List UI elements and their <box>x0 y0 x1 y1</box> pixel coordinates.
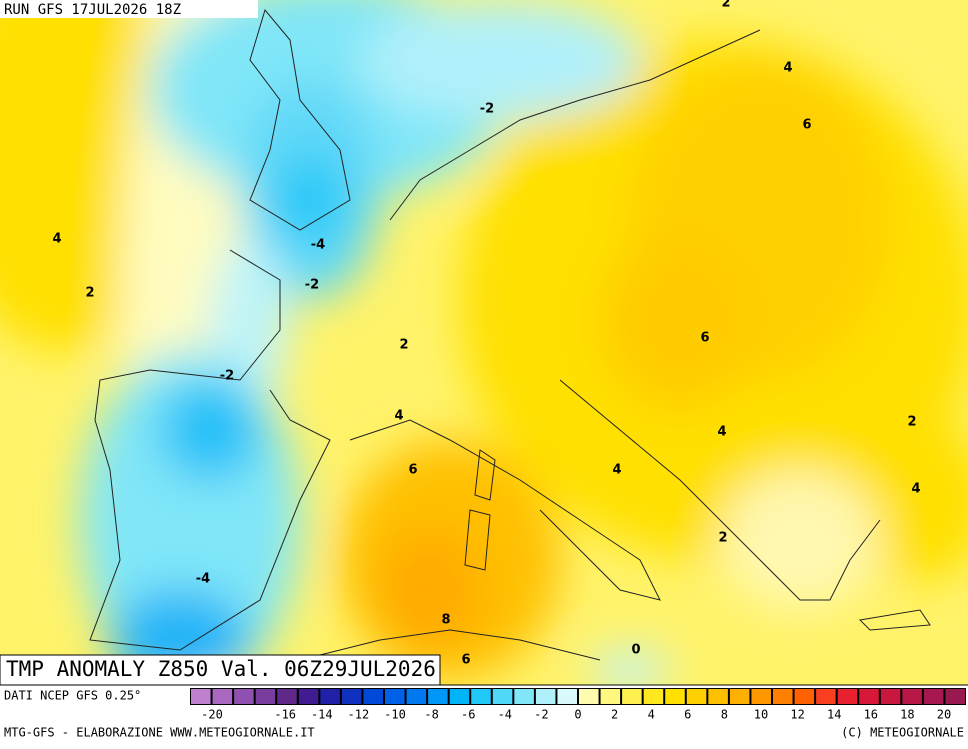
colorbar-swatch <box>514 689 534 704</box>
contour-label: 6 <box>408 463 417 478</box>
colorbar-tick-label: 4 <box>648 708 655 722</box>
colorbar-swatch <box>449 689 470 704</box>
colorbar-swatch <box>859 689 879 704</box>
colorbar-swatch <box>773 689 793 704</box>
colorbar-swatch <box>234 689 254 704</box>
colorbar-tick-label: -14 <box>311 708 333 722</box>
colorbar-swatch <box>945 689 965 704</box>
colorbar-swatch <box>643 689 664 704</box>
colorbar-swatch <box>492 689 513 704</box>
map-title: TMP ANOMALY Z850 Val. 06Z29JUL2026 <box>6 657 436 681</box>
colorbar-swatch <box>535 689 556 704</box>
colorbar-swatch <box>428 689 448 704</box>
colorbar: -20 -16 -14 -12 -10 -8 -6 -4 -2 0 2 4 6 8 10 12 14 16 18 20 <box>190 688 966 722</box>
colorbar-swatch <box>902 689 922 704</box>
title-box <box>0 654 441 685</box>
colorbar-swatch <box>708 689 728 704</box>
contour-label: -4 <box>196 572 210 587</box>
colorbar-swatch <box>471 689 491 704</box>
colorbar-tick-label: 14 <box>827 708 841 722</box>
colorbar-swatch <box>880 689 901 704</box>
colorbar-swatch <box>320 689 340 704</box>
colorbar-tick-label: 2 <box>611 708 618 722</box>
contour-label: 4 <box>612 463 621 478</box>
contour-label: 6 <box>700 331 709 346</box>
contour-label: 2 <box>85 286 94 301</box>
colorbar-tick-label: -16 <box>274 708 296 722</box>
contour-label: 6 <box>461 653 470 668</box>
colorbar-swatch <box>600 689 621 704</box>
contour-label: 4 <box>394 409 403 424</box>
colorbar-tick-label: 10 <box>754 708 768 722</box>
contour-label: -2 <box>305 278 319 293</box>
contour-label: 4 <box>52 232 61 247</box>
credit: MTG-GFS - ELABORAZIONE WWW.METEOGIORNALE… <box>4 726 315 740</box>
colorbar-swatch <box>277 689 297 704</box>
colorbar-tick-label: -6 <box>461 708 475 722</box>
colorbar-swatch <box>751 689 771 704</box>
colorbar-swatch <box>579 689 599 704</box>
colorbar-swatch <box>686 689 707 704</box>
colorbar-swatch <box>665 689 685 704</box>
contour-label: -4 <box>311 238 325 253</box>
contour-label: 8 <box>441 613 450 628</box>
contour-label: -2 <box>220 369 234 384</box>
colorbar-swatch <box>923 689 944 704</box>
colorbar-tick-label: 0 <box>574 708 581 722</box>
contour-label: 2 <box>718 531 727 546</box>
colorbar-swatch <box>406 689 427 704</box>
contour-label: 4 <box>717 425 726 440</box>
contour-label: 2 <box>721 0 730 11</box>
colorbar-swatch <box>794 689 815 704</box>
run-label: RUN GFS 17JUL2026 18Z <box>4 2 181 18</box>
copyright: (C) METEOGIORNALE <box>841 726 964 740</box>
colorbar-swatch <box>622 689 642 704</box>
anomaly-field <box>0 0 968 685</box>
contour-label: 4 <box>783 61 792 76</box>
map: 2 4 6 -2 -4 -2 4 2 2 -2 6 4 4 2 6 4 4 2 -4 8 0 6 RUN GFS 17JU… <box>0 0 968 685</box>
contour-label: 6 <box>802 118 811 133</box>
colorbar-tick-label: -2 <box>534 708 548 722</box>
colorbar-frame <box>190 688 966 705</box>
colorbar-tick-label: -20 <box>201 708 223 722</box>
source: DATI NCEP GFS 0.25° <box>4 689 141 703</box>
colorbar-swatch <box>385 689 405 704</box>
colorbar-tick-label: -8 <box>424 708 438 722</box>
colorbar-tick-label: -10 <box>384 708 406 722</box>
colorbar-tick-label: -4 <box>498 708 512 722</box>
colorbar-tick-label: 8 <box>721 708 728 722</box>
colorbar-swatch <box>341 689 362 704</box>
contour-label: -2 <box>480 102 494 117</box>
colorbar-swatch <box>191 689 211 704</box>
contour-label: 2 <box>399 338 408 353</box>
colorbar-swatch <box>729 689 750 704</box>
header-box <box>0 0 258 18</box>
colorbar-swatch <box>255 689 276 704</box>
colorbar-swatch <box>212 689 233 704</box>
colorbar-tick-label: 12 <box>790 708 804 722</box>
colorbar-tick-label: 6 <box>684 708 691 722</box>
colorbar-tick-label: 20 <box>937 708 951 722</box>
contour-labels: 2 4 6 -2 -4 -2 4 2 2 -2 6 4 4 2 6 4 4 2 -4 8 0 6 <box>52 0 920 668</box>
colorbar-tick-label: -12 <box>348 708 370 722</box>
colorbar-swatch <box>557 689 577 704</box>
colorbar-tick-label: 16 <box>864 708 878 722</box>
colorbar-swatch <box>298 689 319 704</box>
colorbar-swatch <box>363 689 383 704</box>
contour-label: 0 <box>631 643 640 658</box>
colorbar-tick-label: 18 <box>900 708 914 722</box>
contour-label: 4 <box>911 482 920 497</box>
colorbar-swatch <box>837 689 858 704</box>
colorbar-swatch <box>816 689 836 704</box>
contour-label: 2 <box>907 415 916 430</box>
coastlines <box>89 8 931 661</box>
